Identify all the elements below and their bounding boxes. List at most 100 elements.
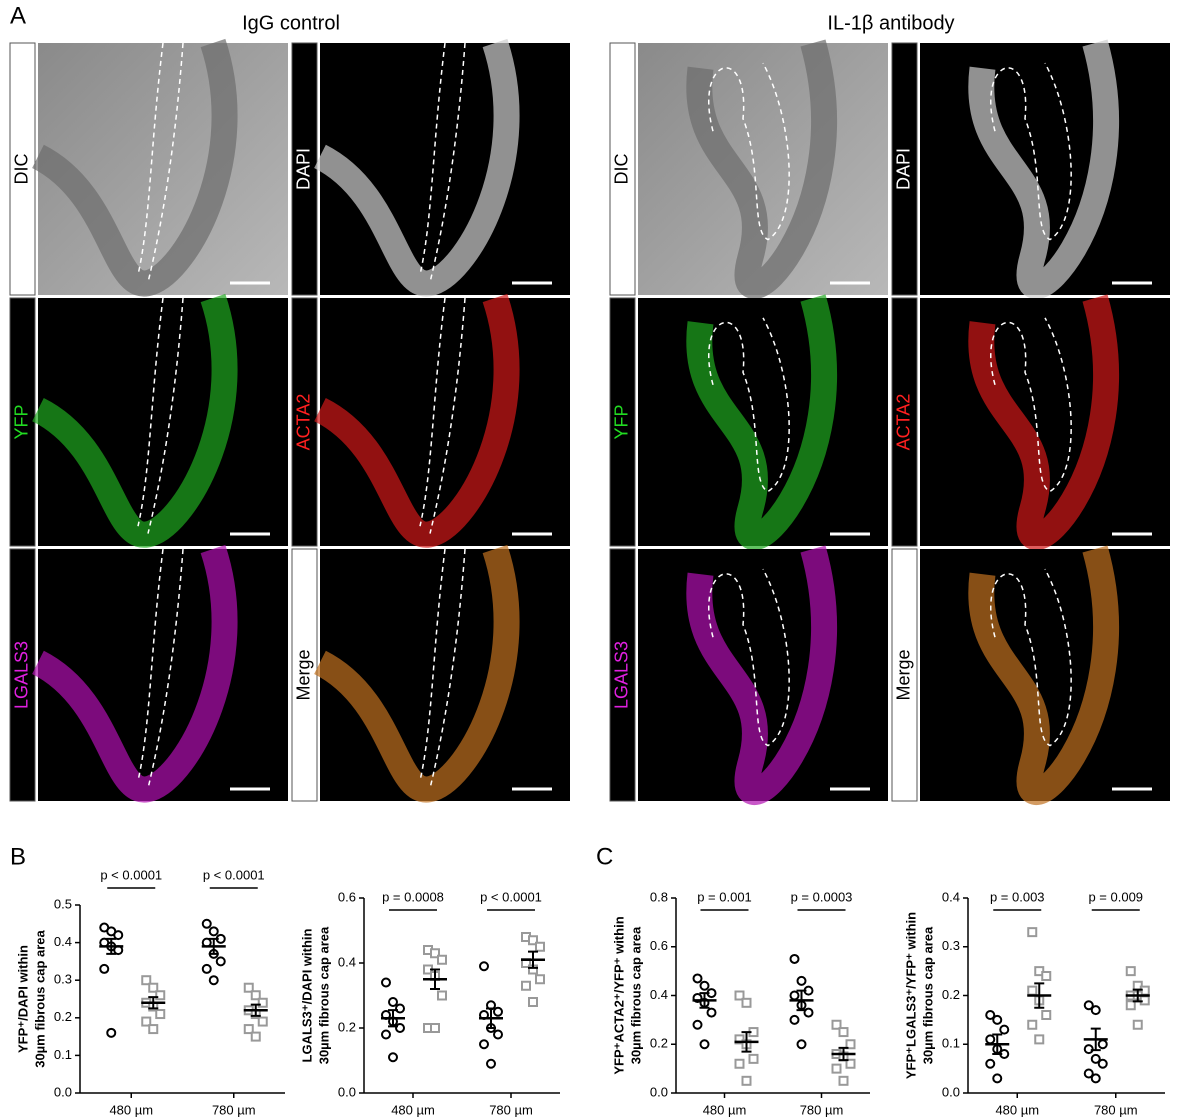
error-bar — [699, 992, 710, 1009]
outline — [137, 297, 184, 534]
panel-label: A — [10, 2, 26, 29]
data-point — [1027, 985, 1038, 996]
data-point — [992, 1073, 1003, 1084]
data-point — [699, 980, 710, 991]
x-tick-label: 480 µm — [995, 1102, 1039, 1117]
data-point — [789, 990, 800, 1001]
y-axis-label: 30µm fibrous cap area — [316, 926, 331, 1064]
tissue — [968, 294, 1119, 550]
outline — [137, 42, 184, 283]
data-point — [831, 1019, 842, 1030]
data-point — [493, 1006, 503, 1017]
micrograph — [38, 43, 288, 295]
micrograph — [320, 549, 570, 801]
tissue — [968, 545, 1119, 805]
p-value: p < 0.0001 — [100, 867, 162, 882]
micrograph — [38, 298, 288, 546]
error-bar — [430, 968, 440, 990]
tissue — [686, 545, 837, 805]
label-box — [609, 297, 636, 547]
data-point — [831, 1063, 842, 1074]
y-tick-label: 0.0 — [650, 1084, 668, 1099]
data-point — [201, 918, 212, 929]
y-tick-label: 0.2 — [650, 1036, 668, 1051]
data-point — [381, 1029, 391, 1040]
error-bar — [1034, 982, 1045, 1009]
data-point — [1097, 1039, 1108, 1050]
y-axis-label: 30µm fibrous cap area — [32, 929, 47, 1067]
data-point — [479, 961, 489, 972]
x-tick-label: 780 µm — [489, 1102, 533, 1117]
data-point — [250, 990, 261, 1001]
data-point — [838, 1075, 849, 1086]
group-title: IL-1β antibody — [827, 12, 954, 34]
y-tick-label: 0.5 — [54, 896, 72, 911]
data-point — [141, 1016, 152, 1027]
data-point — [106, 1027, 117, 1038]
channel-label: LGALS3 — [611, 641, 631, 709]
data-point — [381, 977, 391, 988]
data-point — [1125, 1000, 1136, 1011]
y-tick-label: 0.6 — [338, 889, 356, 904]
data-point — [706, 1007, 717, 1018]
x-tick-label: 480 µm — [109, 1102, 153, 1117]
data-point — [395, 1003, 405, 1014]
tissue — [313, 544, 520, 803]
p-value: p = 0.0008 — [382, 889, 444, 904]
data-point — [845, 1039, 856, 1050]
label-box — [891, 42, 918, 296]
x-tick-label: 480 µm — [703, 1102, 747, 1117]
label-box — [891, 548, 918, 802]
channel-label: DIC — [611, 154, 631, 185]
data-point — [535, 974, 545, 985]
data-point — [208, 975, 219, 986]
error-bar — [741, 1031, 752, 1053]
data-point — [141, 975, 152, 986]
data-point — [148, 1024, 159, 1035]
data-point — [155, 990, 166, 1001]
data-point — [430, 948, 440, 959]
y-tick-label: 0.4 — [650, 987, 668, 1002]
y-tick-label: 0.4 — [54, 934, 72, 949]
outline — [708, 62, 790, 241]
data-point — [796, 1039, 807, 1050]
p-value: p < 0.0001 — [203, 867, 265, 882]
data-point — [395, 1023, 405, 1033]
data-point — [985, 1058, 996, 1069]
tissue — [31, 544, 238, 803]
data-point — [845, 1058, 856, 1069]
data-point — [734, 990, 745, 1001]
data-point — [535, 941, 545, 952]
channel-label: ACTA2 — [293, 394, 313, 451]
data-point — [388, 997, 398, 1007]
label-box — [291, 297, 318, 547]
channel-label: YFP — [11, 404, 31, 439]
data-point — [208, 926, 219, 937]
outline — [990, 317, 1072, 493]
data-point — [257, 997, 268, 1008]
error-bar — [148, 996, 159, 1010]
data-point — [99, 963, 110, 974]
tissue — [686, 294, 837, 550]
channel-label: DAPI — [293, 148, 313, 190]
data-point — [257, 1016, 268, 1027]
outline — [419, 42, 466, 283]
data-point — [1090, 1005, 1101, 1016]
label-box — [9, 548, 36, 802]
data-point — [113, 930, 124, 941]
channel-label: YFP — [611, 404, 631, 439]
outline — [708, 317, 790, 493]
data-point — [479, 1039, 489, 1050]
micrograph — [320, 43, 570, 295]
y-tick-label: 0.2 — [338, 1019, 356, 1034]
data-point — [486, 1058, 496, 1069]
label-box — [609, 548, 636, 802]
data-point — [699, 1039, 710, 1050]
y-axis-label: 30µm fibrous cap area — [628, 926, 643, 1064]
error-bar — [250, 1003, 261, 1017]
group-title: IgG control — [242, 12, 340, 34]
p-value: p = 0.0003 — [791, 889, 853, 904]
p-value: p = 0.003 — [990, 889, 1045, 904]
y-tick-label: 0.0 — [338, 1084, 356, 1099]
y-tick-label: 0.1 — [54, 1047, 72, 1062]
